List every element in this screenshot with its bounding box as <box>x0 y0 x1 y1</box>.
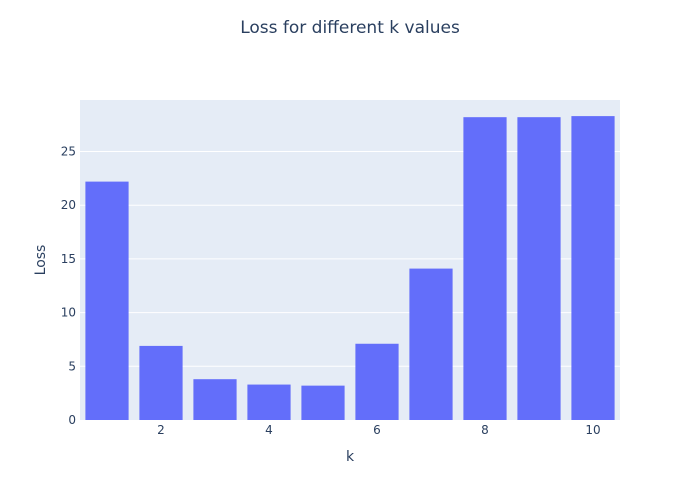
bar-k-5[interactable] <box>301 385 345 420</box>
y-tick-label: 25 <box>61 145 76 159</box>
bar-k-8[interactable] <box>463 117 507 420</box>
x-tick-label: 10 <box>585 423 600 437</box>
y-tick-label: 20 <box>61 198 76 212</box>
bar-k-7[interactable] <box>409 268 453 420</box>
x-axis-title: k <box>346 449 355 465</box>
x-axis-ticks: 2 4 6 8 10 <box>157 423 600 437</box>
bar-k-1[interactable] <box>85 181 129 420</box>
bar-k-10[interactable] <box>571 116 615 420</box>
y-tick-label: 0 <box>68 413 76 427</box>
bars <box>85 116 615 420</box>
bar-k-6[interactable] <box>355 343 399 420</box>
x-tick-label: 4 <box>265 423 273 437</box>
bar-k-9[interactable] <box>517 117 561 420</box>
bar-k-4[interactable] <box>247 384 291 420</box>
x-tick-label: 2 <box>157 423 165 437</box>
x-tick-label: 6 <box>373 423 381 437</box>
y-tick-label: 10 <box>61 306 76 320</box>
y-axis-title: Loss <box>33 245 49 276</box>
y-tick-label: 5 <box>68 359 76 373</box>
chart-title: Loss for different k values <box>240 18 460 38</box>
bar-k-2[interactable] <box>139 345 183 420</box>
y-tick-label: 15 <box>61 252 76 266</box>
y-axis-ticks: 0 5 10 15 20 25 <box>61 145 76 427</box>
bar-k-3[interactable] <box>193 379 237 420</box>
x-tick-label: 8 <box>481 423 489 437</box>
